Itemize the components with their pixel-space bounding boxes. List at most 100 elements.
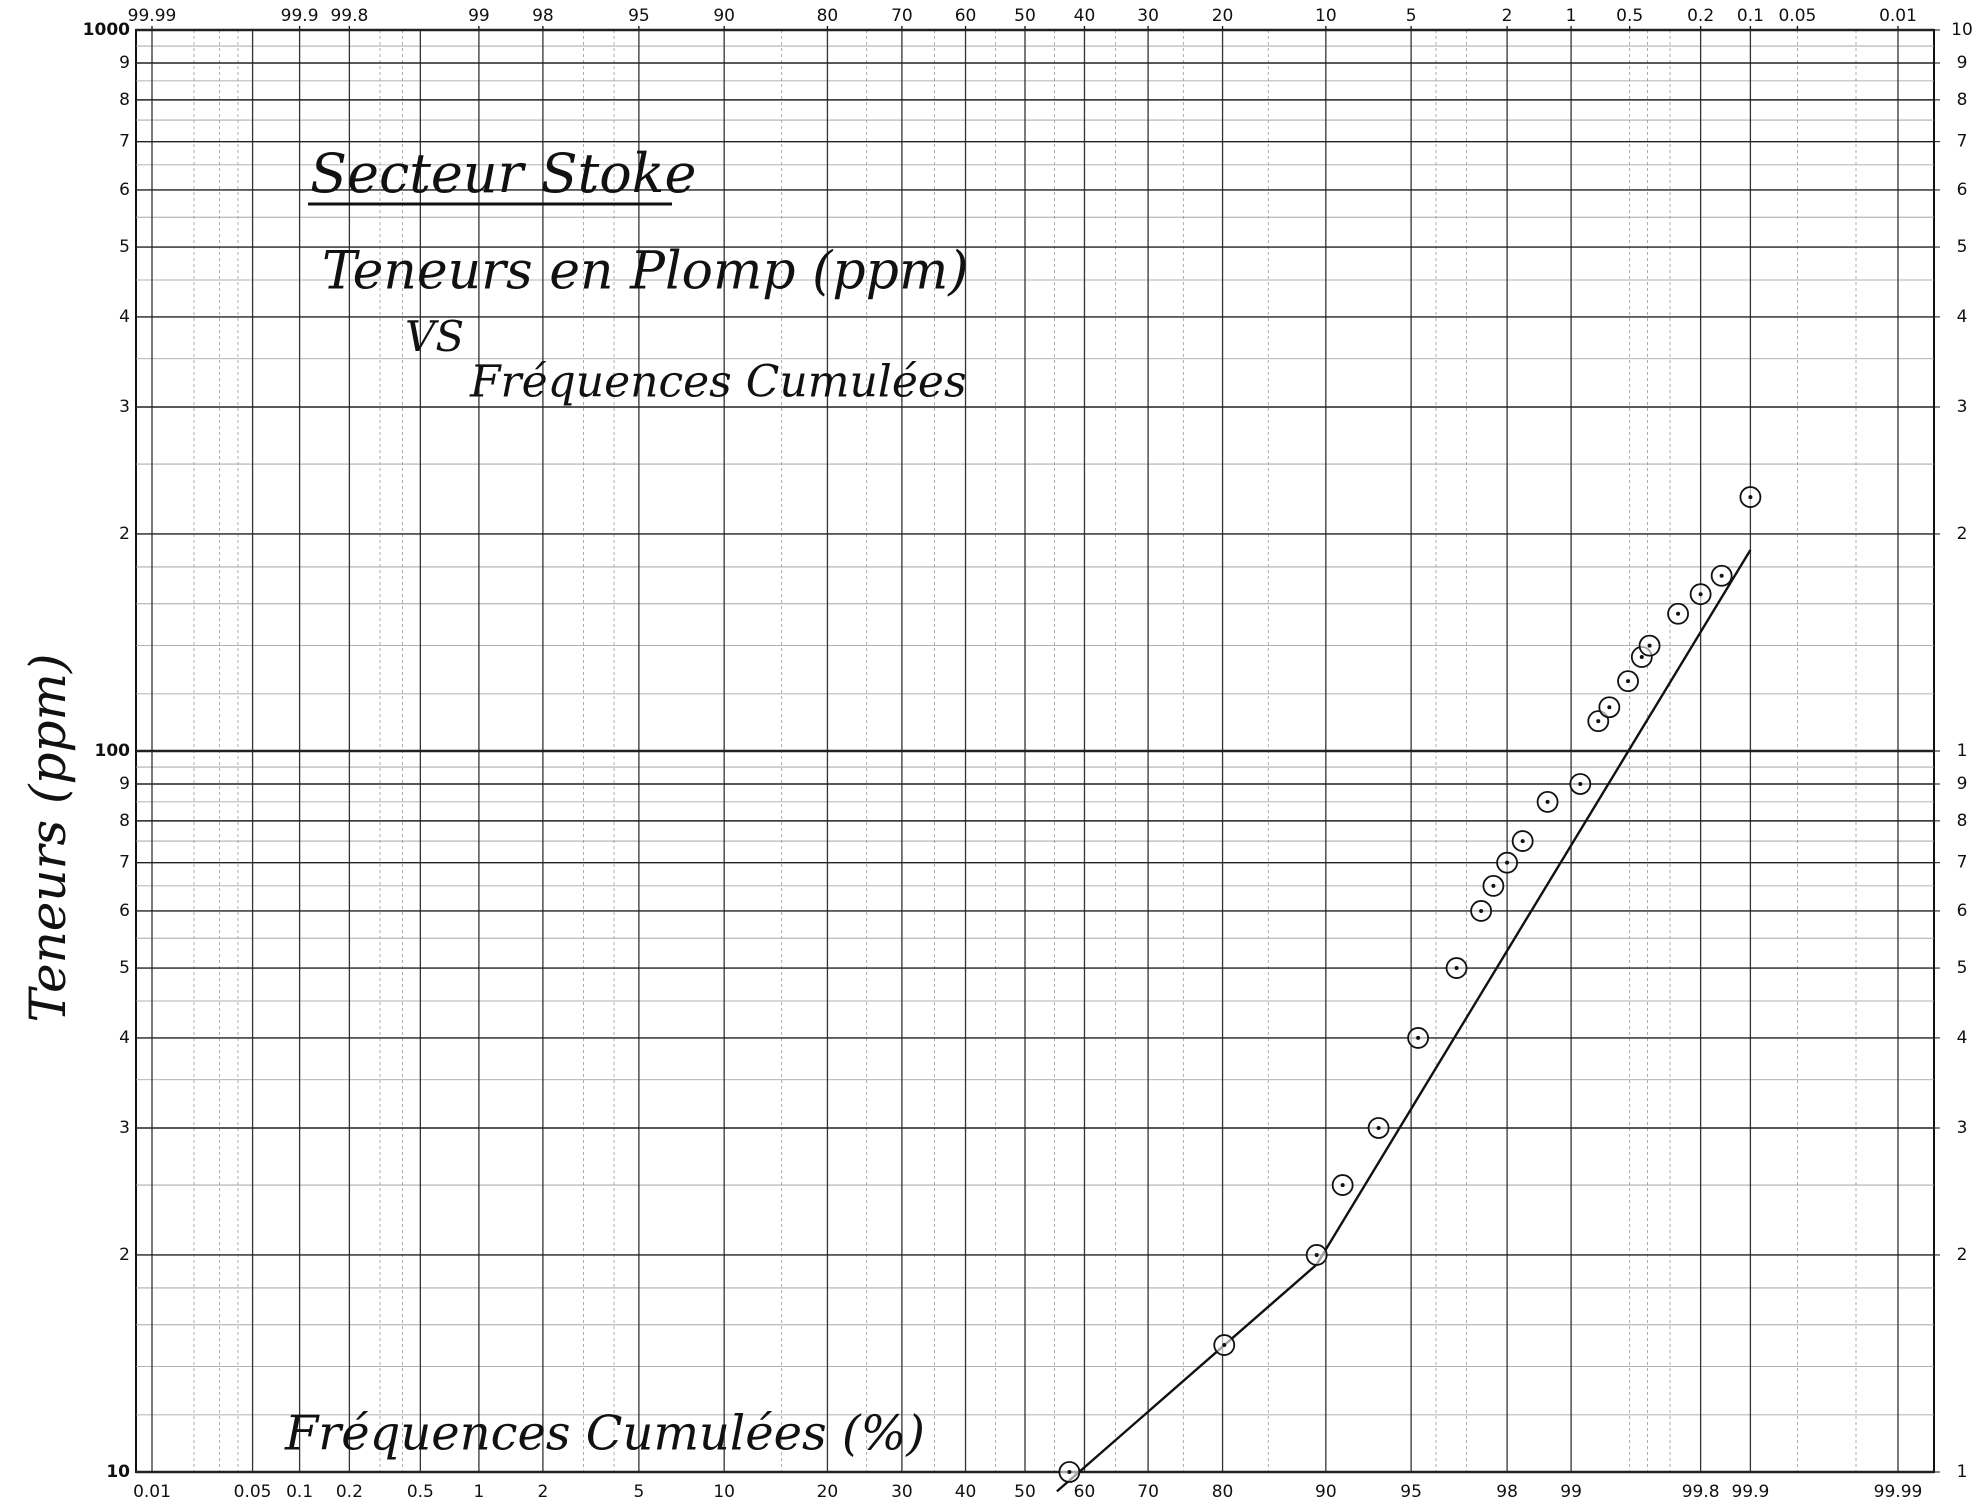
x-tick-label: 5 (633, 1482, 644, 1502)
y-tick-label: 7 (119, 853, 130, 873)
point-dot (1748, 495, 1753, 500)
x2-tick-label: 99 (468, 6, 490, 26)
y-tick-label: 4 (119, 1028, 130, 1048)
point-dot (1479, 908, 1484, 913)
chart-title: Secteur Stoke (310, 142, 697, 205)
y-tick-label: 8 (119, 90, 130, 110)
x-tick-label: 80 (1212, 1482, 1234, 1502)
x-tick-label: 90 (1315, 1482, 1337, 1502)
point-dot (1639, 655, 1644, 660)
x-tick-label: 99.8 (1682, 1482, 1720, 1502)
x-tick-label: 20 (817, 1482, 839, 1502)
y2-tick-label: 9 (1957, 53, 1968, 73)
x2-tick-label: 10 (1315, 6, 1337, 26)
x-tick-label: 1 (474, 1482, 485, 1502)
x-tick-label: 0.05 (234, 1482, 272, 1502)
x2-tick-label: 98 (532, 6, 554, 26)
y2-tick-label: 5 (1957, 237, 1968, 257)
y-tick-label: 5 (119, 237, 130, 257)
y-tick-label: 2 (119, 1245, 130, 1265)
point-dot (1491, 883, 1496, 888)
point-dot (1676, 611, 1681, 616)
y2-tick-label: 8 (1957, 90, 1968, 110)
x-tick-label: 10 (713, 1482, 735, 1502)
x2-tick-label: 70 (891, 6, 913, 26)
y2-tick-label: 6 (1957, 180, 1968, 200)
x2-tick-label: 0.01 (1879, 6, 1917, 26)
marks (1056, 486, 1762, 1493)
point-dot (1698, 592, 1703, 597)
y-tick-label: 7 (119, 132, 130, 152)
y2-tick-label: 6 (1957, 901, 1968, 921)
x-tick-label: 99.9 (1731, 1482, 1769, 1502)
y2-tick-label: 2 (1957, 1245, 1968, 1265)
y-tick-label: 5 (119, 958, 130, 978)
x-tick-label: 0.1 (286, 1482, 313, 1502)
y2-tick-label: 4 (1957, 307, 1968, 327)
y2-tick-label: 9 (1957, 774, 1968, 794)
point-dot (1647, 643, 1652, 648)
y2-tick-label: 1 (1957, 741, 1968, 761)
y2-tick-label: 1 (1957, 1462, 1968, 1482)
x2-tick-label: 99.99 (128, 6, 177, 26)
y2-tick-label: 10 (1951, 20, 1973, 40)
y-tick-label: 1000 (83, 20, 130, 40)
x2-tick-label: 1 (1566, 6, 1577, 26)
y-tick-label: 9 (119, 53, 130, 73)
x2-tick-label: 90 (713, 6, 735, 26)
y2-tick-label: 2 (1957, 524, 1968, 544)
y2-tick-label: 3 (1957, 1118, 1968, 1138)
point-dot (1222, 1343, 1227, 1348)
point-dot (1416, 1035, 1421, 1040)
subtitle-joiner: VS (405, 312, 464, 361)
y-tick-label: 6 (119, 180, 130, 200)
point-dot (1454, 966, 1459, 971)
x2-tick-label: 2 (1502, 6, 1513, 26)
point-dot (1719, 573, 1724, 578)
x2-tick-label: 0.2 (1687, 6, 1714, 26)
grid (135, 26, 1940, 1474)
y2-tick-label: 7 (1957, 132, 1968, 152)
x-tick-label: 0.01 (133, 1482, 171, 1502)
x2-tick-label: 99.9 (281, 6, 319, 26)
x-tick-label: 60 (1074, 1482, 1096, 1502)
x-tick-label: 40 (955, 1482, 977, 1502)
x2-tick-label: 40 (1074, 6, 1096, 26)
chart-subtitle: Teneurs en Plomp (ppm) (322, 242, 969, 302)
y2-tick-label: 8 (1957, 811, 1968, 831)
point-dot (1607, 705, 1612, 710)
x2-tick-label: 0.5 (1616, 6, 1643, 26)
x-tick-label: 98 (1496, 1482, 1518, 1502)
point-dot (1578, 781, 1583, 786)
subtitle-second: Fréquences Cumulées (469, 357, 967, 408)
point-dot (1520, 839, 1525, 844)
y-tick-label: 6 (119, 901, 130, 921)
point-dot (1505, 860, 1510, 865)
point-dot (1626, 679, 1631, 684)
x2-tick-label: 0.1 (1737, 6, 1764, 26)
x2-tick-label: 5 (1406, 6, 1417, 26)
x2-tick-label: 80 (817, 6, 839, 26)
y-tick-label: 8 (119, 811, 130, 831)
point-dot (1376, 1125, 1381, 1130)
y2-tick-label: 5 (1957, 958, 1968, 978)
y-tick-label: 9 (119, 774, 130, 794)
x-tick-label: 30 (891, 1482, 913, 1502)
x-tick-label: 99 (1560, 1482, 1582, 1502)
x-tick-label: 99.99 (1874, 1482, 1923, 1502)
point-dot (1545, 799, 1550, 804)
y2-tick-label: 7 (1957, 853, 1968, 873)
point-dot (1314, 1252, 1319, 1257)
y2-tick-label: 3 (1957, 397, 1968, 417)
y-tick-label: 3 (119, 397, 130, 417)
x-tick-label: 50 (1014, 1482, 1036, 1502)
x2-tick-label: 99.8 (330, 6, 368, 26)
point-dot (1596, 719, 1601, 724)
x-axis-label: Fréquences Cumulées (%) (284, 1406, 925, 1462)
x2-tick-label: 50 (1014, 6, 1036, 26)
x2-tick-label: 0.05 (1778, 6, 1816, 26)
fit-line (1056, 549, 1752, 1493)
x2-tick-label: 95 (628, 6, 650, 26)
